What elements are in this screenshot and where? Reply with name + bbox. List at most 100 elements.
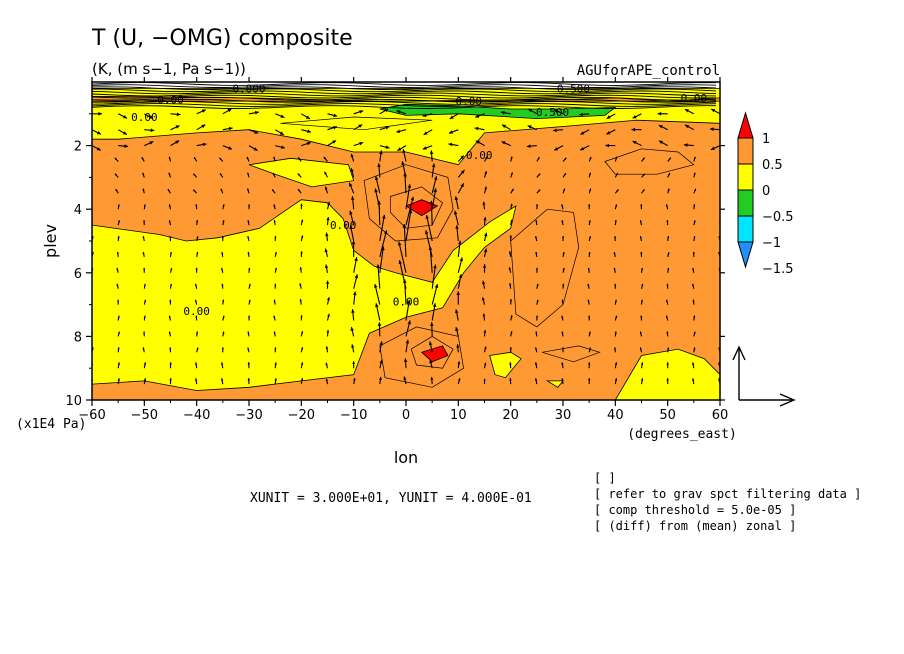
wind-vector: [509, 347, 512, 353]
wind-vector: [271, 188, 276, 194]
wind-vector: [455, 225, 459, 242]
wind-vector: [667, 172, 671, 178]
wind-vector: [117, 315, 120, 321]
wind-vector: [274, 113, 285, 119]
wind-vector: [374, 176, 381, 194]
wind-vector: [614, 156, 618, 162]
wind-vector: [117, 220, 120, 226]
x-tick-label: 20: [502, 408, 519, 423]
wind-vector: [274, 267, 277, 273]
upper-contour-line: [92, 92, 717, 97]
wind-vector: [508, 251, 512, 257]
wind-vector: [222, 220, 225, 226]
wind-vector: [327, 126, 338, 131]
wind-vector: [667, 267, 670, 273]
x-axis: −60 −50 −40 −30 −20 −10 0 10 20 30 40 50 60: [78, 77, 728, 423]
wind-vector: [353, 141, 364, 147]
wind-vector: [196, 251, 199, 257]
wind-vector: [168, 315, 172, 321]
wind-vector: [326, 313, 330, 321]
wind-vector: [534, 362, 538, 369]
wind-vector: [641, 173, 646, 178]
y-axis-label: plev: [41, 224, 60, 258]
wind-vector: [297, 188, 302, 194]
wind-vector: [325, 280, 330, 289]
x-tick-label: −10: [340, 408, 367, 423]
x-tick-label: −60: [78, 408, 105, 423]
colorbar-segment: [737, 137, 754, 165]
y-tick-label: 6: [74, 267, 82, 282]
wind-vector: [536, 204, 539, 210]
wind-vector: [501, 124, 511, 131]
wind-vector: [92, 112, 102, 116]
x-axis-units: (degrees_east): [627, 427, 737, 442]
wind-vector: [562, 251, 565, 258]
wind-vector: [246, 156, 250, 162]
wind-vector: [195, 315, 198, 321]
wind-vector: [683, 143, 694, 147]
wind-vector: [247, 331, 250, 337]
wind-vector: [482, 280, 486, 289]
wind-vector: [222, 145, 233, 150]
reference-vector: [732, 345, 796, 407]
wind-vector: [562, 157, 567, 162]
wind-vector: [510, 203, 513, 210]
wind-vector: [377, 163, 381, 178]
wind-vector: [431, 264, 437, 289]
wind-vector: [396, 129, 407, 133]
contour-label-3: 0.500: [557, 82, 590, 95]
wind-vector: [640, 299, 643, 305]
wind-vector: [114, 157, 119, 162]
wind-vector: [300, 203, 303, 210]
wind-vector: [350, 326, 355, 337]
colorbar-label: −0.5: [762, 210, 794, 225]
x-tick-label: 60: [712, 408, 729, 423]
wind-vector: [221, 236, 224, 241]
wind-vector: [300, 362, 304, 369]
wind-vector: [143, 378, 147, 385]
wind-vector: [297, 156, 302, 162]
wind-vector: [170, 140, 180, 147]
wind-vector: [665, 204, 669, 210]
wind-vector: [274, 378, 277, 385]
wind-vector: [455, 326, 459, 337]
filled-contours: [92, 88, 720, 400]
upper-contour-line: [92, 90, 717, 95]
wind-vector: [667, 236, 670, 242]
wind-vector: [429, 150, 434, 162]
x-tick-label: −20: [288, 408, 315, 423]
x-tick-label: 0: [402, 408, 410, 423]
wind-vector: [222, 126, 233, 131]
wind-vector: [168, 331, 172, 337]
wind-vector: [247, 347, 250, 353]
x-axis-label: lon: [394, 448, 418, 467]
wind-vector: [579, 145, 590, 151]
wind-vector: [375, 303, 381, 321]
wind-vector: [561, 204, 564, 210]
wind-vector: [403, 376, 407, 385]
wind-vector: [693, 236, 696, 242]
wind-vector: [325, 232, 329, 242]
wind-vector: [483, 378, 486, 385]
wind-vector: [219, 172, 224, 178]
wind-vector: [167, 188, 171, 194]
wind-vector: [248, 267, 251, 273]
y-tick-label: 8: [74, 330, 82, 345]
wind-vector: [457, 257, 464, 273]
wind-vector: [377, 200, 381, 226]
wind-vector: [684, 124, 695, 131]
wind-vector: [196, 347, 199, 353]
wind-vector: [300, 378, 304, 385]
contour-region-4: [614, 348, 720, 400]
wind-vector: [510, 188, 515, 194]
wind-vector: [640, 251, 643, 257]
wind-vector: [580, 129, 590, 135]
wind-vector: [117, 331, 120, 337]
wind-vector: [115, 188, 119, 194]
wind-vector: [405, 196, 415, 226]
wind-vector: [606, 129, 616, 135]
wind-vector: [422, 113, 433, 118]
wind-vector: [353, 110, 364, 115]
wind-vector: [666, 283, 669, 289]
wind-vector: [275, 145, 286, 149]
